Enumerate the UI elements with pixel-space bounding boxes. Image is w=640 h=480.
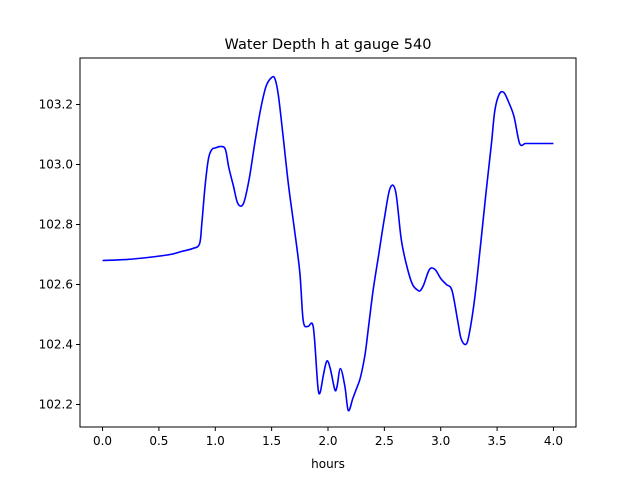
plot-frame	[79, 57, 577, 428]
series-line	[102, 75, 554, 412]
x-tick-label: 0.0	[93, 434, 112, 448]
x-axis: 0.0 0.5 1.0 1.5 2.0 2.5 3.0 3.5 4.0	[93, 427, 563, 448]
x-tick-label: 3.0	[431, 434, 450, 448]
x-tick-label: 3.5	[488, 434, 507, 448]
y-tick-label: 102.8	[39, 218, 73, 232]
x-tick-label: 1.0	[206, 434, 225, 448]
x-tick-label: 0.5	[149, 434, 168, 448]
x-tick-label: 1.5	[262, 434, 281, 448]
plot-area	[102, 75, 554, 412]
y-tick-label: 102.2	[39, 398, 73, 412]
y-tick-label: 103.2	[39, 98, 73, 112]
x-axis-label: hours	[311, 457, 345, 471]
y-tick-label: 102.4	[39, 338, 73, 352]
x-tick-label: 4.0	[544, 434, 563, 448]
chart-title: Water Depth h at gauge 540	[225, 37, 432, 53]
y-axis: 102.2 102.4 102.6 102.8 103.0 103.2	[39, 98, 80, 412]
y-tick-label: 103.0	[39, 158, 73, 172]
y-tick-label: 102.6	[39, 278, 73, 292]
x-tick-label: 2.5	[375, 434, 394, 448]
x-tick-label: 2.0	[318, 434, 337, 448]
